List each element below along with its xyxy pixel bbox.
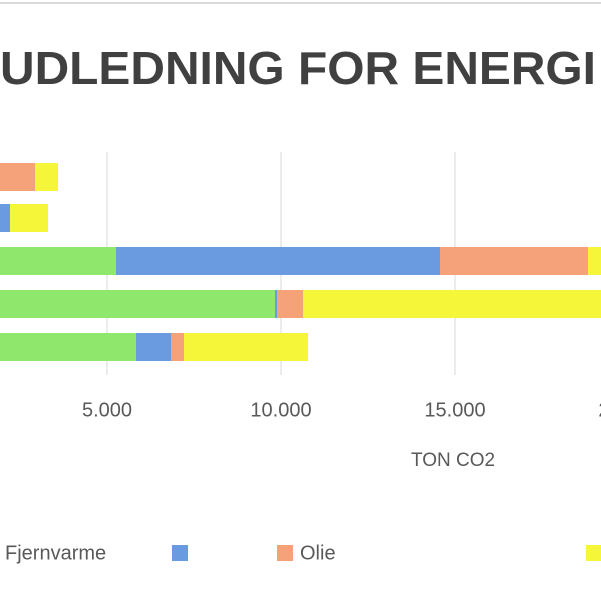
bar-segment [135,333,171,361]
legend-label: Fjernvarme [5,542,106,564]
bar-segment [440,247,589,275]
bar-segment [0,290,276,318]
bar-segment [170,333,185,361]
x-tick-label: 15.000 [424,399,485,421]
legend-marker [172,545,188,561]
bar-segment [302,290,601,318]
x-tick-label: 10.000 [250,399,311,421]
chart-title: UDLEDNING FOR ENERGI [0,42,596,94]
legend-marker [277,545,293,561]
x-tick-label: 20.000 [598,399,601,421]
bar-segment [588,247,601,275]
x-axis-title: TON CO2 [411,450,495,471]
bar-segment [0,333,136,361]
bar-segment [10,204,49,232]
bar-segment [0,247,117,275]
bar-segment [116,247,441,275]
x-tick-label: 5.000 [82,399,132,421]
bar-segment [276,290,303,318]
bar-segment [275,290,277,318]
legend-label: Olie [300,542,336,564]
bar-segment [0,204,11,232]
bar-segment [0,163,35,191]
legend-marker [586,545,601,561]
bar-segment [184,333,309,361]
bar-segment [34,163,59,191]
